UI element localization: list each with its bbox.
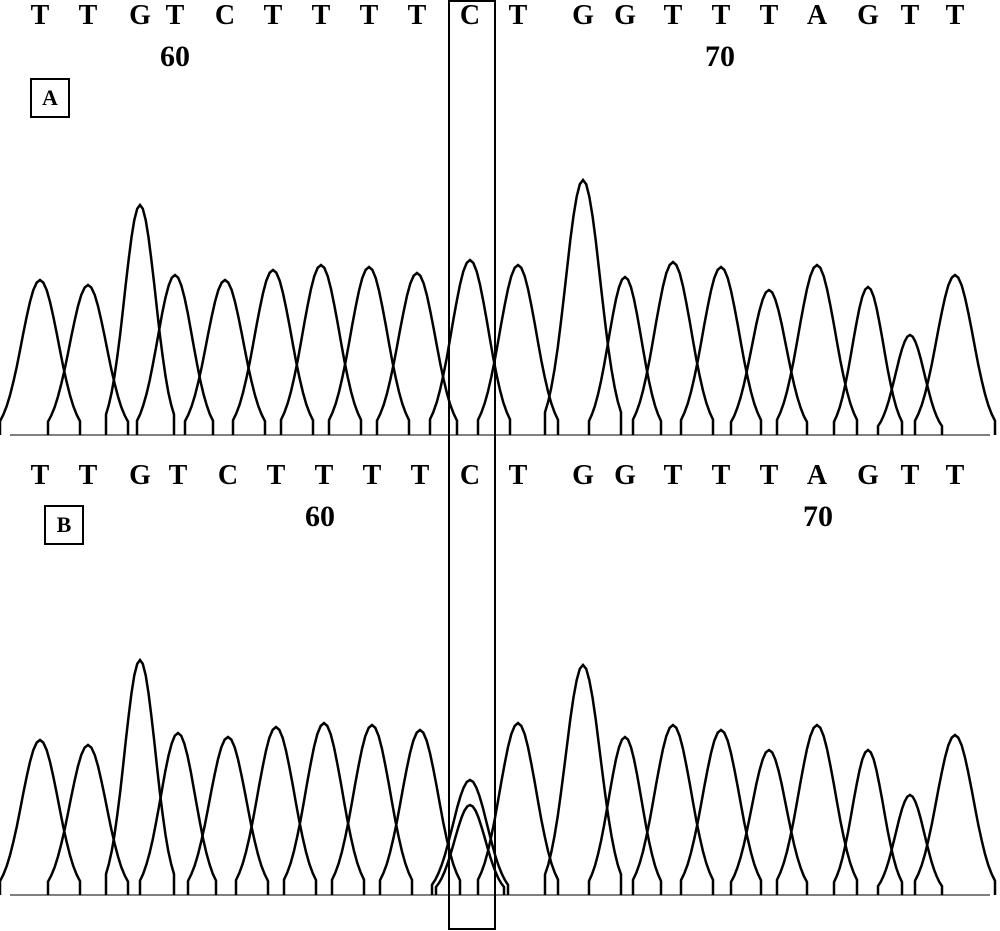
peak <box>432 780 508 895</box>
peak <box>834 287 902 435</box>
panel-b: TTGTCTTTTCTGGTTTAGTT6070B <box>0 460 1000 900</box>
base-letter: T <box>169 460 188 492</box>
peak <box>915 735 995 895</box>
base-letter: T <box>166 0 185 32</box>
base-letter: C <box>218 460 238 492</box>
base-letter: T <box>264 0 283 32</box>
base-letter: G <box>572 0 594 32</box>
base-letter: T <box>267 460 286 492</box>
peak <box>777 725 857 895</box>
panel-a: TTGTCTTTTCTGGTTTAGTT6070A <box>0 0 1000 440</box>
base-letter: T <box>312 0 331 32</box>
base-letter: A <box>807 0 827 32</box>
base-letter: T <box>509 460 528 492</box>
base-letter: T <box>946 0 965 32</box>
position-label: 70 <box>803 500 833 534</box>
base-letter: T <box>79 460 98 492</box>
base-letter: T <box>79 0 98 32</box>
base-letter: T <box>901 0 920 32</box>
panel-label-box: B <box>44 505 84 545</box>
sequence-row: TTGTCTTTTCTGGTTTAGTT <box>0 460 1000 500</box>
base-letter: T <box>408 0 427 32</box>
peak <box>777 265 857 435</box>
position-label: 70 <box>705 40 735 74</box>
base-letter: T <box>363 460 382 492</box>
peak <box>681 730 761 895</box>
peak <box>731 750 807 895</box>
base-letter: T <box>664 460 683 492</box>
chromatogram-trace <box>0 120 1000 440</box>
base-letter: T <box>712 0 731 32</box>
sequence-row: TTGTCTTTTCTGGTTTAGTT <box>0 0 1000 40</box>
base-letter: T <box>946 460 965 492</box>
base-letter: A <box>807 460 827 492</box>
base-letter: G <box>857 460 879 492</box>
peak <box>545 665 621 895</box>
peak <box>681 267 761 435</box>
base-letter: T <box>31 0 50 32</box>
position-label: 60 <box>160 40 190 74</box>
base-letter: T <box>712 460 731 492</box>
peak <box>140 733 216 895</box>
base-letter: G <box>614 0 636 32</box>
base-letter: C <box>460 460 480 492</box>
base-letter: T <box>901 460 920 492</box>
base-letter: C <box>215 0 235 32</box>
base-letter: T <box>760 0 779 32</box>
peak <box>878 335 942 435</box>
peak <box>380 730 460 895</box>
peak <box>137 275 213 435</box>
base-letter: T <box>31 460 50 492</box>
base-letter: C <box>460 0 480 32</box>
base-letter: T <box>315 460 334 492</box>
chromatogram-trace <box>0 570 1000 900</box>
base-letter: T <box>509 0 528 32</box>
panel-label-box: A <box>30 78 70 118</box>
base-letter: G <box>857 0 879 32</box>
base-letter: T <box>411 460 430 492</box>
base-letter: T <box>664 0 683 32</box>
base-letter: T <box>760 460 779 492</box>
peak <box>834 750 902 895</box>
peak <box>106 205 174 435</box>
base-letter: G <box>572 460 594 492</box>
base-letter: T <box>360 0 379 32</box>
peak <box>915 275 995 435</box>
peak <box>545 180 621 435</box>
peak <box>377 273 457 435</box>
peak <box>731 290 807 435</box>
base-letter: G <box>129 0 151 32</box>
position-label: 60 <box>305 500 335 534</box>
base-letter: G <box>129 460 151 492</box>
peak <box>878 795 942 895</box>
base-letter: G <box>614 460 636 492</box>
